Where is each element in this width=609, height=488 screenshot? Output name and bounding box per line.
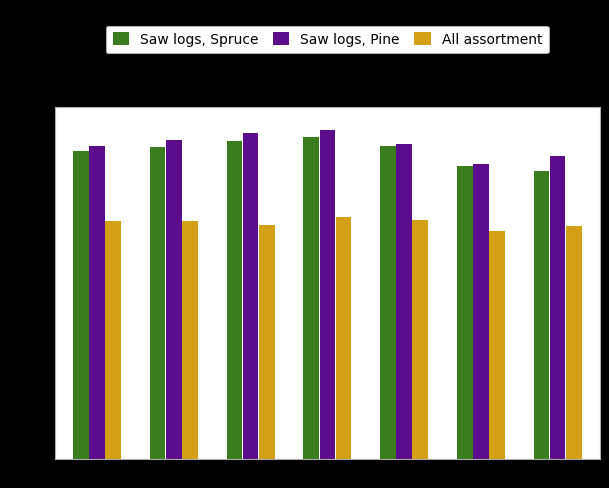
Bar [89, 146, 105, 459]
Bar [320, 131, 335, 459]
Bar [182, 222, 198, 459]
Bar [105, 222, 121, 459]
Bar [412, 220, 428, 459]
Bar [166, 141, 181, 459]
Bar [336, 218, 351, 459]
Bar [73, 151, 89, 459]
Bar [473, 165, 488, 459]
Bar [566, 226, 582, 459]
Bar [259, 225, 275, 459]
Bar [150, 148, 166, 459]
Bar [303, 138, 319, 459]
Bar [550, 156, 566, 459]
Bar [489, 232, 505, 459]
Bar [533, 171, 549, 459]
Legend: Saw logs, Spruce, Saw logs, Pine, All assortment: Saw logs, Spruce, Saw logs, Pine, All as… [105, 26, 549, 54]
Bar [243, 134, 258, 459]
Bar [457, 167, 473, 459]
Bar [380, 146, 396, 459]
Bar [396, 145, 412, 459]
Bar [227, 142, 242, 459]
